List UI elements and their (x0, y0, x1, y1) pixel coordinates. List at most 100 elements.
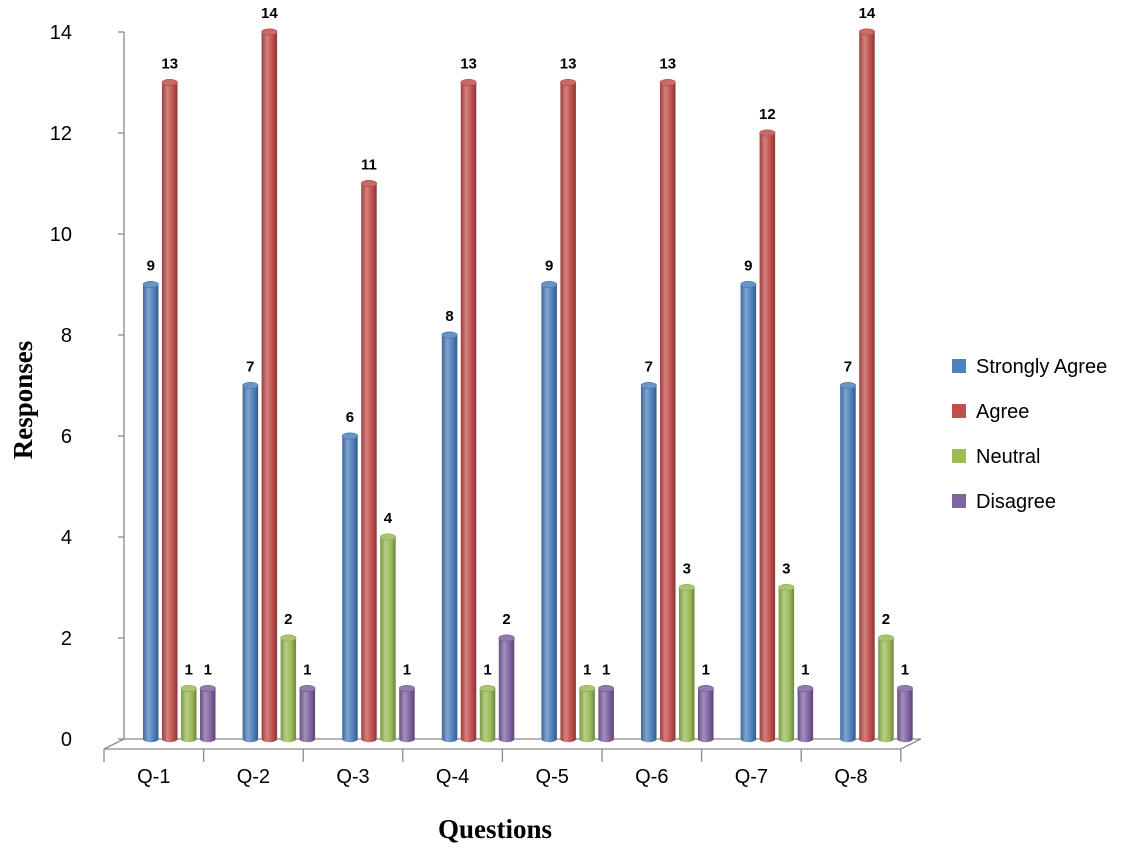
data-label: 6 (346, 409, 354, 426)
bar (678, 583, 695, 743)
bar (877, 634, 895, 743)
data-label: 2 (882, 611, 890, 628)
bar (797, 684, 814, 743)
legend: Strongly Agree Agree Neutral Disagree (952, 356, 1107, 513)
data-label: 1 (583, 662, 591, 679)
data-label: 12 (759, 106, 776, 123)
bar (242, 381, 259, 743)
legend-swatch (952, 494, 966, 508)
bar (598, 684, 615, 743)
bar (659, 79, 676, 743)
data-label: 1 (483, 662, 491, 679)
data-label: 4 (384, 510, 393, 527)
bar (560, 79, 577, 743)
data-label: 8 (445, 308, 453, 325)
data-label: 13 (659, 56, 676, 73)
bar (541, 280, 558, 743)
legend-item: Strongly Agree (952, 356, 1107, 378)
x-axis-title: Questions (438, 814, 552, 844)
bar (759, 129, 776, 743)
bar (460, 79, 477, 743)
bar (341, 432, 359, 743)
legend-swatch (952, 404, 966, 418)
x-tick-label: Q-8 (834, 766, 867, 788)
data-label: 2 (284, 611, 292, 628)
data-label: 14 (261, 5, 278, 22)
bar (896, 684, 914, 743)
bar (579, 684, 596, 743)
data-label: 1 (801, 662, 809, 679)
legend-label: Disagree (976, 491, 1056, 513)
y-tick-label: 6 (61, 426, 72, 448)
data-label: 13 (161, 56, 178, 73)
data-label: 7 (246, 359, 254, 376)
legend-label: Neutral (976, 446, 1040, 468)
legend-swatch (952, 449, 966, 463)
bars (142, 28, 914, 743)
bar (640, 381, 657, 743)
data-label: 9 (147, 258, 155, 275)
bar (839, 381, 857, 743)
data-label: 3 (782, 561, 790, 578)
legend-label: Strongly Agree (976, 356, 1107, 378)
data-label: 7 (645, 359, 653, 376)
data-label: 13 (560, 56, 577, 73)
y-tick-label: 10 (50, 224, 72, 246)
y-tick-label: 14 (50, 22, 72, 44)
bar (261, 28, 278, 743)
data-label: 1 (403, 662, 411, 679)
bar (479, 684, 496, 743)
data-label: 13 (460, 56, 477, 73)
bar (441, 331, 458, 743)
x-tick-label: Q-7 (735, 766, 768, 788)
data-label: 7 (844, 359, 852, 376)
bar (161, 79, 178, 743)
bar (299, 684, 316, 743)
data-label: 1 (901, 662, 909, 679)
data-label: 11 (361, 157, 377, 174)
y-tick-label: 8 (61, 325, 72, 347)
data-label: 9 (545, 258, 553, 275)
y-tick-label: 2 (61, 628, 72, 650)
x-tick-label: Q-3 (336, 766, 369, 788)
bar (142, 280, 159, 743)
data-label: 2 (502, 611, 510, 628)
x-tick-label: Q-6 (635, 766, 668, 788)
legend-item: Neutral (952, 446, 1040, 468)
legend-label: Agree (976, 401, 1029, 423)
bar (180, 684, 197, 743)
data-label: 3 (683, 561, 691, 578)
bar (360, 180, 378, 743)
x-tick-label: Q-1 (137, 766, 170, 788)
bar (858, 28, 876, 743)
data-label: 1 (185, 662, 193, 679)
bar (697, 684, 714, 743)
legend-item: Agree (952, 401, 1029, 423)
data-label: 1 (702, 662, 710, 679)
bar (778, 583, 795, 743)
legend-item: Disagree (952, 491, 1056, 513)
data-label: 1 (602, 662, 610, 679)
x-tick-label: Q-5 (536, 766, 569, 788)
x-tick-label: Q-4 (436, 766, 469, 788)
chart-floor (103, 738, 922, 750)
data-label: 14 (859, 5, 876, 22)
y-tick-label: 4 (61, 527, 72, 549)
bar (740, 280, 757, 743)
y-axis-title: Responses (8, 341, 38, 460)
x-tick-label: Q-2 (237, 766, 270, 788)
bar (398, 684, 416, 743)
bar (199, 684, 216, 743)
data-label: 1 (204, 662, 212, 679)
bar (280, 634, 297, 743)
data-label: 1 (303, 662, 311, 679)
y-tick-label: 12 (50, 123, 72, 145)
data-label: 9 (744, 258, 752, 275)
bar (498, 634, 515, 743)
y-tick-label: 0 (61, 729, 72, 751)
bar (379, 533, 397, 743)
legend-swatch (952, 359, 966, 373)
